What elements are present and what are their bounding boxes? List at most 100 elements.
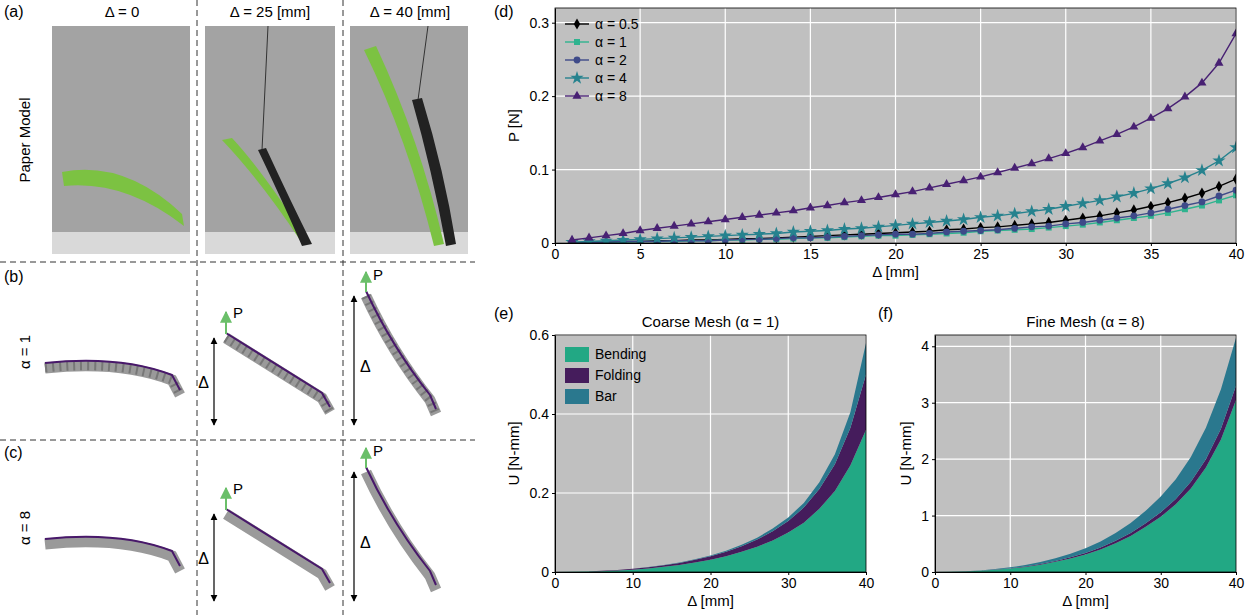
marker [1010,163,1019,171]
marker [943,229,950,236]
grid-line [555,22,1236,23]
tick-mark [552,96,555,97]
legend-marker [574,39,580,45]
marker [1229,141,1236,154]
tick-label: 40 [1229,575,1245,591]
plot-frame [555,335,866,572]
grid-line [980,8,981,243]
marker [1110,190,1123,203]
marker [926,230,933,237]
plot-background [935,335,1236,572]
displacement-arrow [213,338,214,425]
marker [787,225,800,238]
model-edge [226,333,330,407]
legend-label: Bending [595,346,646,362]
row-label: α = 8 [16,511,33,545]
tick: 1 [921,508,935,524]
marker [1182,193,1188,204]
marker [806,202,815,210]
tick-label: 0.4 [530,406,550,422]
tick-mark [552,23,555,24]
panel-letter: (d) [494,3,514,20]
tick-label: 0 [921,564,929,580]
tick: 30 [1153,572,1169,591]
grid-line [1010,335,1011,572]
column-header: Δ = 40 [mm] [370,3,450,20]
tick-label: 0.3 [530,15,550,31]
photo-floor [52,232,190,254]
tick: 0 [921,564,935,580]
marker [1216,193,1223,200]
marker [1147,210,1154,217]
tick-label: 0.6 [530,327,550,343]
marker [653,223,662,231]
model-strip [226,338,330,412]
marker [994,226,1001,233]
force-arrow [365,272,367,292]
marker [976,172,985,180]
tick-mark [552,335,555,336]
plot-background [555,335,866,572]
marker [704,216,713,224]
panel-letter: (a) [4,3,24,20]
tick-label: 0 [552,575,560,591]
marker [668,231,681,243]
legend-marker [574,18,580,29]
tick: 40 [1229,243,1245,262]
marker [1233,187,1236,194]
tick-mark [932,516,935,517]
marker [889,218,902,231]
divider [343,0,344,615]
tick: 2 [921,451,935,467]
tick-label: 20 [888,246,904,262]
force-label: P [373,266,383,283]
plot-area [565,28,1236,243]
grid-line [935,346,1236,347]
paper-strip [62,170,184,226]
legend-swatch [565,347,589,362]
chart: 01020304000.20.40.6Δ [mm]U [N-mm]Coarse … [505,313,874,609]
tick-label: 2 [921,451,929,467]
marker [1061,148,1070,156]
chart-title: Coarse Mesh (α = 1) [642,313,779,330]
marker [821,224,834,237]
marker [840,197,849,205]
marker [960,223,966,234]
displacement-label: Δ [198,374,209,391]
chart-title: Fine Mesh (α = 8) [1026,313,1144,330]
marker [1112,129,1121,137]
photo [350,26,468,254]
marker [1062,221,1069,228]
force-label: P [233,304,243,321]
tick-mark [552,414,555,415]
force-arrow [225,488,227,510]
legend-marker [572,91,581,99]
grid-line [640,8,641,243]
grid-line [935,402,1236,403]
x-axis-title: Δ [mm] [687,592,734,609]
tick: 0.2 [530,88,555,104]
marker [957,213,970,226]
tick: 0.3 [530,15,555,31]
marker [906,217,919,230]
tick-label: 0.1 [530,162,550,178]
marker [1214,58,1223,66]
marker [602,230,611,238]
marker [940,214,953,227]
axis: 010203040 [932,572,1245,591]
panel-letter: (e) [494,305,514,322]
series-line [572,195,1236,243]
marker [738,212,747,220]
legend-swatch [565,389,589,404]
marker [804,224,817,237]
axis: 0510152025303540 [552,243,1245,262]
divider [197,0,198,615]
marker [925,183,934,191]
series-line [572,34,1236,240]
tick-label: 10 [718,246,734,262]
marker [772,208,781,216]
marker [1231,28,1236,36]
marker [1025,204,1038,217]
marker [1076,196,1089,209]
marker [977,227,984,234]
